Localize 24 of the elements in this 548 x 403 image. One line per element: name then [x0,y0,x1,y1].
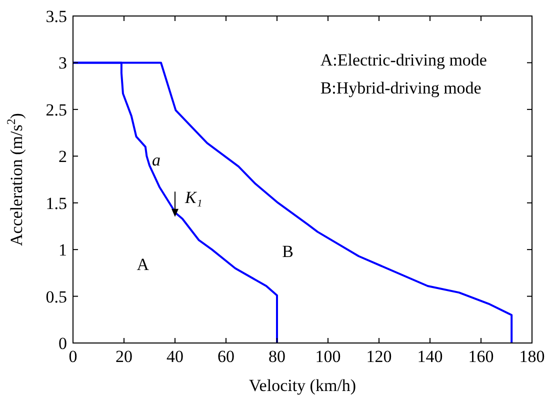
x-tick-label: 120 [366,347,392,366]
x-axis-title: Velocity (km/h) [248,376,356,395]
x-tick-label: 40 [166,347,184,366]
x-tick-label: 160 [468,347,494,366]
y-tick-label: 3 [58,54,67,73]
x-tick-label: 100 [315,347,341,366]
annotation: K₁ [184,188,202,207]
y-tick-label: 0.5 [46,287,67,306]
y-tick-label: 1.5 [46,194,67,213]
annotation: a [152,150,161,170]
y-tick-label: 0 [58,334,67,353]
x-tick-label: 140 [417,347,443,366]
annotation: B:Hybrid-driving mode [320,78,482,98]
annotation: B [282,242,294,262]
annotation: A [136,255,150,274]
y-tick-label: 3.5 [46,7,67,26]
y-tick-label: 1 [58,240,67,260]
y-tick-label: 2 [58,147,67,166]
x-tick-label: 60 [218,347,234,366]
x-tick-label: 20 [116,347,132,366]
x-tick-label: 80 [268,347,286,366]
y-tick-label: 2.5 [46,100,67,120]
x-tick-label: 180 [519,347,545,366]
annotation: A:Electric-driving mode [320,50,487,70]
